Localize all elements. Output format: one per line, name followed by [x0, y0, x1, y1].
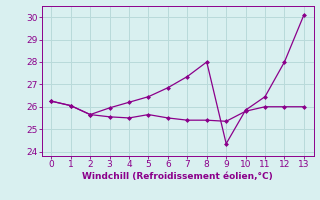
- X-axis label: Windchill (Refroidissement éolien,°C): Windchill (Refroidissement éolien,°C): [82, 172, 273, 181]
